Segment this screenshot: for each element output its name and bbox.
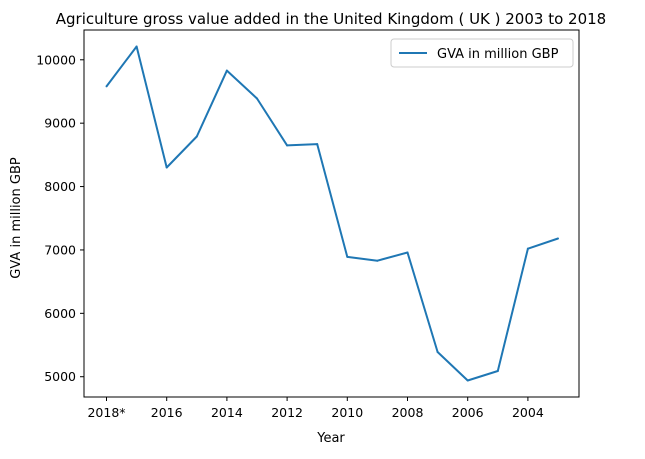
legend-box: [390, 38, 574, 68]
legend: GVA in million GBP: [390, 38, 574, 68]
data-point: [526, 247, 529, 250]
series-layer: [105, 45, 559, 382]
legend-label-gva: GVA in million GBP: [437, 47, 559, 62]
chart-title: Agriculture gross value added in the Uni…: [56, 10, 606, 28]
x-axis-ticks: 2018* 2016 2014 2012 2010 2008 2006 2004: [87, 397, 544, 420]
data-point: [436, 350, 439, 353]
y-axis-label: GVA in million GBP: [9, 157, 24, 279]
x-tick-label: 2018*: [87, 405, 125, 420]
data-point: [135, 45, 138, 48]
plot-frame: [83, 29, 580, 398]
y-tick-label: 5000: [44, 369, 76, 384]
data-point: [557, 237, 559, 240]
data-point: [225, 69, 228, 72]
data-point: [466, 379, 469, 382]
x-tick-label: 2006: [452, 405, 484, 420]
series-line-gva: [105, 45, 559, 382]
x-tick-label: 2016: [151, 405, 183, 420]
x-tick-label: 2004: [512, 405, 544, 420]
y-axis-ticks: 5000 6000 7000 8000 9000 10000: [36, 52, 84, 384]
y-tick-label: 9000: [44, 116, 76, 131]
y-tick-label: 10000: [36, 52, 76, 67]
data-point: [195, 135, 198, 138]
data-point: [406, 251, 409, 254]
data-point: [316, 143, 319, 146]
data-point: [105, 85, 108, 88]
data-point: [165, 166, 168, 169]
x-tick-label: 2014: [211, 405, 243, 420]
y-tick-label: 6000: [44, 306, 76, 321]
x-axis-label: Year: [316, 431, 345, 446]
x-tick-label: 2012: [271, 405, 303, 420]
data-point: [256, 97, 258, 100]
data-point: [376, 259, 379, 262]
x-tick-label: 2010: [331, 405, 363, 420]
data-point: [496, 370, 499, 373]
data-point: [286, 144, 289, 147]
y-tick-label: 8000: [44, 179, 76, 194]
data-point: [346, 255, 349, 258]
y-tick-label: 7000: [44, 242, 76, 257]
x-tick-label: 2008: [392, 405, 424, 420]
